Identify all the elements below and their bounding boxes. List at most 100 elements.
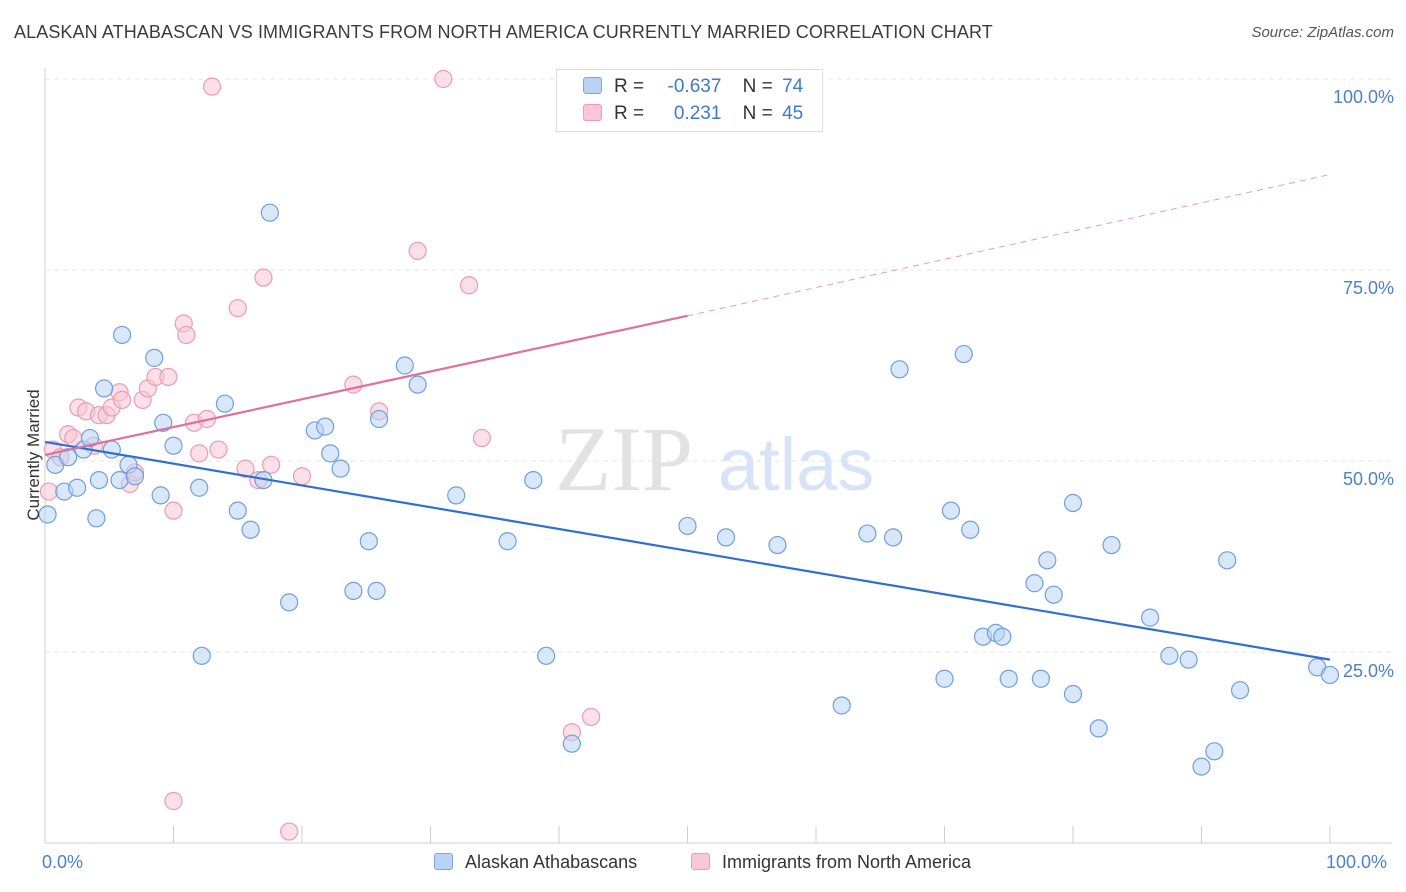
point-immigrants: [292, 467, 312, 486]
point-immigrants: [408, 241, 427, 260]
point-athabascans: [954, 344, 973, 364]
point-athabascans: [38, 505, 57, 524]
point-athabascans: [192, 646, 211, 665]
point-athabascans: [716, 528, 736, 547]
point-athabascans: [537, 646, 556, 665]
point-athabascans: [1038, 551, 1057, 570]
point-immigrants: [112, 390, 132, 409]
watermark-zip: ZIP: [555, 408, 693, 510]
gridlines: [45, 78, 1392, 653]
point-athabascans: [125, 467, 145, 486]
point-athabascans: [87, 509, 106, 528]
legend-swatch-pink: [583, 104, 602, 121]
point-athabascans: [110, 471, 129, 490]
x-tick-label-100: 100.0%: [1326, 852, 1388, 872]
point-athabascans: [164, 436, 183, 455]
legend-n-label: N =: [742, 76, 773, 97]
legend-swatch-blue: [583, 77, 602, 94]
point-athabascans: [768, 535, 787, 555]
point-athabascans: [524, 471, 543, 490]
point-athabascans: [678, 516, 697, 536]
point-immigrants: [280, 822, 299, 841]
point-immigrants: [159, 367, 178, 387]
point-athabascans: [95, 379, 114, 398]
bottom-legend-immigrants: Immigrants from North America: [691, 852, 971, 873]
y-tick-label-50: 50.0%: [1342, 469, 1394, 489]
point-athabascans: [370, 409, 389, 429]
point-athabascans: [228, 501, 247, 520]
point-athabascans: [1025, 574, 1044, 593]
trend-line-immigrants-extension: [687, 174, 1331, 317]
point-athabascans: [883, 528, 903, 547]
point-athabascans: [89, 471, 109, 490]
point-athabascans: [260, 203, 279, 222]
legend-n-label: N =: [742, 103, 773, 124]
watermark-atlas: atlas: [718, 423, 874, 506]
series-athabascans-points: [38, 203, 1340, 776]
point-athabascans: [359, 532, 378, 551]
point-athabascans: [1179, 650, 1198, 669]
bottom-legend-swatch-blue: [434, 853, 453, 870]
point-athabascans: [344, 581, 363, 600]
point-athabascans: [498, 532, 517, 551]
point-athabascans: [316, 417, 335, 436]
point-immigrants: [262, 455, 281, 474]
point-athabascans: [941, 501, 961, 520]
point-immigrants: [236, 459, 255, 478]
point-athabascans: [102, 440, 121, 459]
point-athabascans: [321, 444, 340, 463]
legend-r-value: -0.637: [667, 76, 722, 97]
x-tick-label-0: 0.0%: [42, 852, 84, 872]
point-immigrants: [164, 501, 183, 520]
y-tick-label-75: 75.0%: [1342, 278, 1394, 298]
point-athabascans: [215, 394, 234, 413]
watermark: ZIP atlas: [555, 408, 874, 510]
source-label: Source: ZipAtlas.com: [1251, 24, 1394, 41]
point-athabascans: [1063, 493, 1083, 513]
point-athabascans: [1102, 535, 1121, 555]
point-immigrants: [472, 428, 491, 448]
point-athabascans: [1205, 742, 1224, 761]
point-athabascans: [1044, 585, 1063, 604]
point-athabascans: [190, 478, 209, 497]
point-athabascans: [331, 459, 350, 478]
trend-lines: [44, 174, 1331, 661]
legend-row-athabascans: R = -0.637 N = 74: [583, 75, 803, 99]
point-immigrants: [177, 325, 196, 345]
y-axis-label: Currently Married: [24, 389, 43, 521]
bottom-legend-swatch-pink: [691, 853, 710, 870]
point-athabascans: [408, 375, 427, 394]
point-athabascans: [890, 360, 909, 379]
legend-n-value: 45: [782, 103, 804, 124]
point-athabascans: [367, 581, 386, 600]
point-athabascans: [999, 669, 1018, 688]
point-athabascans: [395, 356, 414, 375]
point-immigrants: [164, 791, 183, 811]
point-athabascans: [832, 696, 851, 715]
point-immigrants: [228, 299, 247, 318]
point-immigrants: [434, 69, 453, 89]
legend-r-label: R =: [614, 76, 645, 97]
point-athabascans: [993, 627, 1012, 646]
point-athabascans: [112, 325, 132, 345]
point-immigrants: [202, 77, 222, 96]
point-immigrants: [254, 268, 273, 287]
y-tick-label-25: 25.0%: [1342, 661, 1394, 681]
axes: [44, 68, 1392, 844]
point-athabascans: [1230, 681, 1250, 700]
point-athabascans: [1031, 669, 1050, 688]
point-athabascans: [1063, 684, 1083, 704]
point-athabascans: [1320, 665, 1340, 685]
point-athabascans: [935, 669, 954, 688]
point-athabascans: [858, 524, 877, 543]
point-athabascans: [80, 428, 100, 448]
point-athabascans: [68, 478, 87, 497]
point-immigrants: [582, 707, 601, 727]
point-athabascans: [59, 448, 78, 467]
correlation-legend: R = -0.637 N = 74 R = 0.231 N = 45: [556, 69, 823, 132]
legend-r-value: 0.231: [673, 103, 722, 124]
point-athabascans: [447, 486, 466, 505]
point-immigrants: [209, 440, 228, 459]
point-athabascans: [961, 520, 980, 539]
